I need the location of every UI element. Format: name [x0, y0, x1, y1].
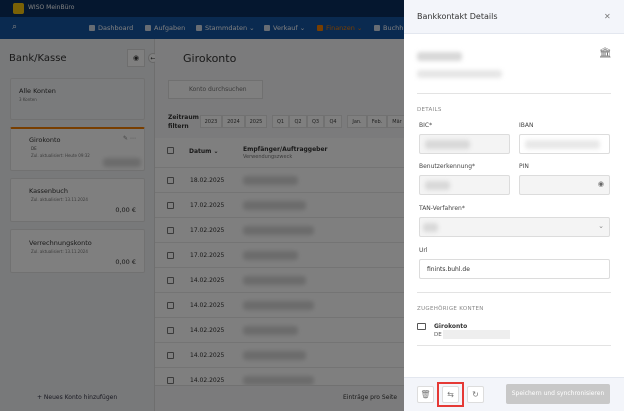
user-id-field[interactable]	[419, 175, 510, 195]
related-account-name[interactable]: Girokonto	[434, 323, 468, 330]
related-account-iban: DE	[434, 332, 442, 338]
tan-select[interactable]: ⌄	[419, 217, 610, 237]
details-section-title: DETAILS	[417, 107, 442, 113]
delete-icon[interactable]: 🗑	[417, 386, 434, 403]
show-password-icon[interactable]: ◉	[597, 180, 604, 188]
drawer-title: Bankkontakt Details	[417, 12, 498, 21]
highlight-box	[437, 382, 464, 407]
tan-label: TAN-Verfahren*	[419, 205, 465, 212]
drawer-header	[404, 0, 624, 34]
bic-label: BIC*	[419, 122, 433, 129]
bank-icon: 🏛	[599, 48, 612, 59]
iban-label: IBAN	[519, 122, 534, 129]
save-and-sync-button[interactable]: Speichern und synchronisieren	[506, 384, 610, 404]
card-icon	[417, 323, 426, 330]
modal-backdrop[interactable]	[0, 0, 404, 411]
user-id-label: Benutzerkennung*	[419, 163, 476, 170]
transfer-icon[interactable]: ⇆	[442, 386, 459, 403]
url-field[interactable]: finints.buhl.de	[419, 259, 610, 279]
bank-contact-drawer: Bankkontakt Details ✕ 🏛 DETAILS BIC* IBA…	[404, 0, 624, 411]
chevron-down-icon: ⌄	[598, 222, 604, 230]
pin-label: PIN	[519, 163, 529, 170]
related-accounts-title: ZUGEHÖRIGE KONTEN	[417, 306, 484, 312]
url-label: Url	[419, 247, 428, 254]
pin-field[interactable]: ◉	[519, 175, 610, 195]
iban-field[interactable]	[519, 134, 610, 154]
bic-field[interactable]	[419, 134, 510, 154]
close-icon[interactable]: ✕	[604, 12, 611, 21]
sync-icon[interactable]: ↻	[467, 386, 484, 403]
